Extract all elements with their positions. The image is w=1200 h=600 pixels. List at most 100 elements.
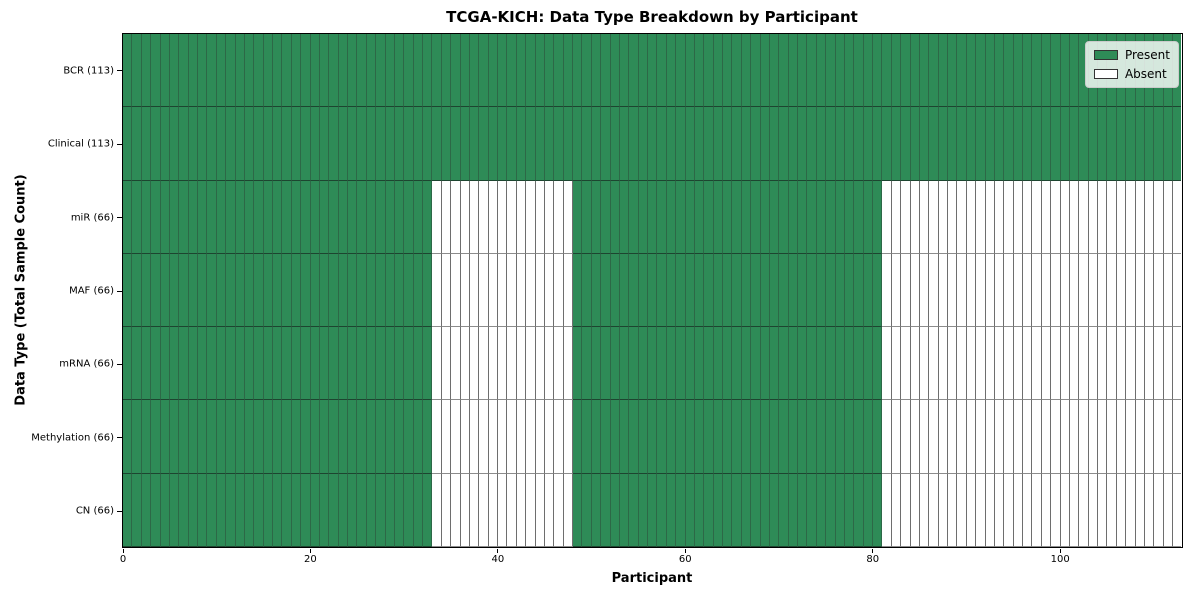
x-tick-label-0: 0 <box>119 554 127 565</box>
y-tick-label-CN: CN (66) <box>75 505 114 517</box>
cell-Methylation-66 <box>741 400 752 474</box>
cell-Clinical-44 <box>535 107 545 181</box>
cell-Methylation-95 <box>1013 400 1023 474</box>
cell-miR-97 <box>1032 180 1042 254</box>
cell-MAF-104 <box>1098 253 1108 328</box>
cell-CN-76 <box>835 473 845 547</box>
cell-MAF-92 <box>985 253 995 328</box>
x-tick-label-40: 40 <box>491 554 505 565</box>
cell-mRNA-10 <box>216 327 227 401</box>
cell-Methylation-79 <box>863 400 873 474</box>
cell-mRNA-99 <box>1051 327 1061 401</box>
cell-miR-59 <box>676 180 686 254</box>
cell-mRNA-101 <box>1069 327 1080 401</box>
cell-miR-76 <box>835 180 845 254</box>
cell-MAF-50 <box>591 253 602 328</box>
cell-BCR-79 <box>863 34 873 108</box>
cell-Methylation-19 <box>301 400 311 474</box>
cell-BCR-69 <box>769 34 780 108</box>
cell-mRNA-54 <box>629 327 639 401</box>
cell-Methylation-5 <box>169 400 180 474</box>
cell-Methylation-39 <box>488 400 498 474</box>
cell-Clinical-100 <box>1060 107 1070 181</box>
cell-mRNA-55 <box>638 327 648 401</box>
cell-MAF-62 <box>704 253 714 328</box>
cell-MAF-103 <box>1088 253 1098 328</box>
cell-mRNA-28 <box>385 327 395 401</box>
cell-miR-58 <box>666 180 677 254</box>
cell-Methylation-36 <box>460 400 470 474</box>
cell-Clinical-84 <box>910 107 920 181</box>
cell-Methylation-58 <box>666 400 677 474</box>
cell-mRNA-106 <box>1116 327 1127 401</box>
cell-CN-53 <box>619 473 630 547</box>
y-tick-label-BCR: BCR (113) <box>63 65 114 77</box>
cell-MAF-41 <box>507 253 517 328</box>
cell-Methylation-73 <box>807 400 817 474</box>
cell-Methylation-41 <box>507 400 517 474</box>
cell-BCR-6 <box>179 34 189 108</box>
cell-Methylation-99 <box>1051 400 1061 474</box>
y-tick-mark-miR <box>117 217 122 219</box>
cell-Methylation-59 <box>676 400 686 474</box>
cell-miR-68 <box>760 180 770 254</box>
cell-BCR-2 <box>141 34 152 108</box>
legend: Present Absent <box>1084 41 1179 88</box>
cell-Clinical-7 <box>188 107 198 181</box>
cell-Methylation-8 <box>198 400 208 474</box>
cell-BCR-58 <box>666 34 677 108</box>
cell-miR-8 <box>198 180 208 254</box>
cell-BCR-7 <box>188 34 198 108</box>
cell-MAF-55 <box>638 253 648 328</box>
row-Methylation <box>123 400 1182 474</box>
cell-BCR-24 <box>348 34 358 108</box>
cell-Methylation-64 <box>723 400 733 474</box>
cell-BCR-19 <box>301 34 311 108</box>
cell-Clinical-103 <box>1088 107 1098 181</box>
cell-Methylation-57 <box>657 400 667 474</box>
cell-CN-32 <box>423 473 433 547</box>
cell-BCR-93 <box>994 34 1005 108</box>
cell-Clinical-59 <box>676 107 686 181</box>
cell-BCR-3 <box>151 34 161 108</box>
cell-Clinical-60 <box>685 107 695 181</box>
cell-Methylation-24 <box>348 400 358 474</box>
cell-BCR-35 <box>451 34 461 108</box>
cell-miR-49 <box>582 180 592 254</box>
cell-Clinical-40 <box>498 107 508 181</box>
cell-BCR-15 <box>263 34 273 108</box>
cell-mRNA-61 <box>694 327 705 401</box>
cell-mRNA-2 <box>141 327 152 401</box>
cell-mRNA-78 <box>854 327 864 401</box>
cell-Methylation-47 <box>563 400 573 474</box>
cell-Clinical-101 <box>1069 107 1080 181</box>
cell-miR-105 <box>1107 180 1117 254</box>
cell-MAF-59 <box>676 253 686 328</box>
cell-CN-62 <box>704 473 714 547</box>
cell-Clinical-69 <box>769 107 780 181</box>
cell-BCR-59 <box>676 34 686 108</box>
cell-CN-30 <box>404 473 414 547</box>
cell-MAF-21 <box>319 253 330 328</box>
cell-miR-96 <box>1023 180 1033 254</box>
cell-Clinical-63 <box>713 107 723 181</box>
legend-entry-present: Present <box>1093 48 1170 62</box>
cell-mRNA-76 <box>835 327 845 401</box>
cell-CN-90 <box>966 473 977 547</box>
cell-MAF-52 <box>610 253 620 328</box>
cell-Methylation-38 <box>479 400 489 474</box>
cell-mRNA-0 <box>123 327 133 401</box>
cell-Clinical-41 <box>507 107 517 181</box>
cell-Methylation-34 <box>441 400 452 474</box>
cell-Clinical-9 <box>207 107 217 181</box>
cell-MAF-95 <box>1013 253 1023 328</box>
cell-Clinical-4 <box>160 107 170 181</box>
cell-Methylation-55 <box>638 400 648 474</box>
cell-MAF-1 <box>132 253 142 328</box>
cell-Clinical-85 <box>919 107 930 181</box>
cell-Clinical-26 <box>366 107 377 181</box>
cell-CN-104 <box>1098 473 1108 547</box>
cell-miR-109 <box>1144 180 1155 254</box>
cell-MAF-18 <box>291 253 302 328</box>
cell-Clinical-45 <box>544 107 555 181</box>
